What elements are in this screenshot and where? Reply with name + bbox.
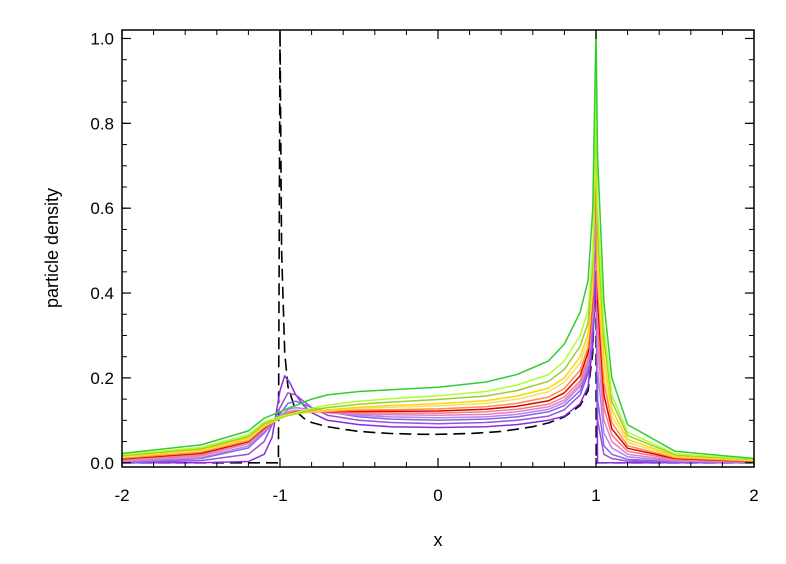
x-tick-label: 0: [433, 486, 442, 505]
series-group: [121, 29, 755, 464]
x-axis-label: x: [434, 530, 443, 550]
x-tick-label: -1: [272, 486, 287, 505]
series-line-4: [121, 186, 755, 464]
x-axis-ticks: -2 -1 0 1 2: [114, 30, 759, 505]
series-line-11: [121, 101, 755, 461]
series-line-5: [121, 173, 755, 463]
series-line-reference: [122, 29, 754, 464]
series-line-7: [121, 143, 755, 463]
series-line-2: [121, 215, 755, 464]
x-tick-label: -2: [114, 486, 129, 505]
series-line-10: [121, 122, 755, 461]
y-tick-label: 0.4: [90, 284, 114, 303]
y-tick-label: 0.2: [90, 369, 114, 388]
series-line-12: [121, 80, 755, 461]
series-line-13: [121, 29, 755, 460]
y-tick-label: 0.0: [90, 454, 114, 473]
x-tick-label: 1: [591, 486, 600, 505]
y-tick-label: 0.6: [90, 199, 114, 218]
y-axis-ticks: 0.0 0.2 0.4 0.6 0.8 1.0: [90, 29, 754, 473]
y-tick-label: 1.0: [90, 29, 114, 48]
y-tick-label: 0.8: [90, 114, 114, 133]
x-tick-label: 2: [749, 486, 758, 505]
y-axis-label: particle density: [42, 188, 62, 308]
plot-frame: [121, 29, 755, 468]
